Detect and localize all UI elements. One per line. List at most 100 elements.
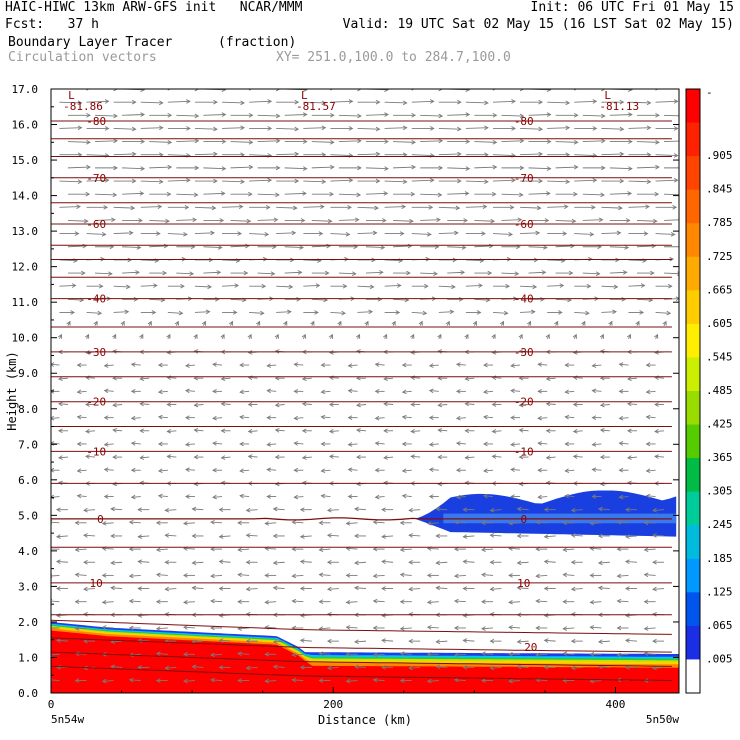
vector-arrow [426, 651, 439, 657]
cross-section-label: XY= 251.0,100.0 to 284.7,100.0 [276, 50, 511, 65]
vector-arrow [218, 507, 231, 512]
vector-arrow [401, 441, 412, 447]
vector-arrow [166, 402, 177, 407]
vector-arrow [589, 651, 602, 657]
vector-arrow [120, 320, 125, 326]
vector-arrow [437, 402, 448, 408]
vector-arrow [570, 611, 583, 617]
vector-arrow [627, 480, 637, 486]
vector-arrow [510, 494, 521, 499]
vector-arrow [354, 585, 367, 591]
vector-arrow [167, 205, 190, 210]
vector-arrow [59, 179, 83, 185]
vector-arrow [411, 99, 435, 104]
vector-arrow [462, 507, 475, 512]
vector-arrow [264, 678, 277, 684]
y-tick-label: 17.0 [12, 83, 39, 96]
vector-arrow [164, 586, 177, 592]
x-axis-label: Distance (km) [318, 713, 412, 727]
vector-arrow [582, 89, 606, 92]
vector-arrow [625, 507, 637, 512]
contour-label: 10 [517, 577, 530, 590]
vector-arrow [601, 205, 623, 211]
vector-arrow [293, 467, 304, 473]
vector-arrow [326, 586, 339, 592]
vector-arrow [543, 534, 556, 539]
vector-arrow [338, 217, 360, 223]
vector-arrow [381, 534, 394, 539]
vector-arrow [257, 113, 281, 119]
vector-arrow [245, 507, 258, 513]
colorbar-label: .305 [706, 485, 733, 498]
vector-arrow [489, 638, 502, 644]
vector-arrow [57, 376, 68, 382]
vector-arrow [393, 112, 417, 118]
vector-arrow [139, 333, 144, 339]
vector-arrow [247, 350, 258, 355]
vector-arrow [247, 333, 252, 339]
contour-label: 20 [524, 641, 537, 654]
vector-arrow [194, 284, 212, 290]
vector-arrow [664, 193, 679, 196]
vector-arrow [257, 217, 279, 223]
vector-arrow [183, 521, 195, 526]
vector-arrow [318, 520, 331, 526]
vector-arrow [113, 284, 131, 290]
vector-arrow [411, 283, 429, 289]
vector-arrow [591, 442, 602, 447]
vector-arrow [113, 178, 137, 184]
vector-arrow [137, 507, 150, 512]
colorbar-label: .005 [706, 652, 733, 665]
vector-arrow [55, 534, 68, 539]
vector-arrow [157, 441, 168, 447]
vector-arrow [193, 402, 204, 408]
vector-arrow [174, 320, 179, 326]
vector-arrow [447, 89, 471, 92]
vector-arrow [95, 217, 116, 223]
vector-arrow [128, 598, 141, 604]
vector-arrow [489, 507, 502, 513]
vector-arrow [636, 218, 658, 224]
vector-arrow [636, 89, 659, 91]
colorbar-label: .665 [706, 283, 733, 296]
vector-arrow [237, 651, 250, 657]
colorbar-label: .605 [706, 317, 733, 330]
vector-arrow [318, 547, 331, 552]
vector-arrow [103, 467, 114, 473]
vector-arrow [601, 178, 625, 184]
vector-arrow [401, 362, 412, 368]
vector-arrow [193, 427, 204, 433]
vector-arrow [491, 454, 502, 459]
vector-arrow [347, 467, 358, 473]
vector-arrow [86, 283, 104, 289]
vector-arrow [113, 230, 134, 236]
vector-arrow [570, 507, 583, 513]
vector-arrow [664, 167, 679, 169]
vector-arrow [645, 468, 656, 474]
vector-arrow [85, 428, 96, 434]
contour-label: -10 [86, 445, 106, 458]
vector-arrow [220, 480, 231, 486]
vector-arrow [137, 559, 150, 564]
y-tick-label: 7.0 [18, 438, 38, 451]
vector-arrow [516, 506, 529, 512]
vector-arrow [130, 389, 141, 394]
vector-arrow [51, 677, 60, 683]
vector-arrow [582, 192, 605, 198]
vector-arrow [83, 586, 96, 592]
vector-arrow [374, 467, 385, 473]
vector-arrow [643, 599, 656, 605]
vector-arrow [589, 625, 602, 630]
vector-arrow [51, 573, 60, 579]
vector-arrow [137, 638, 150, 643]
vector-arrow [616, 519, 629, 525]
minimum-value: -81.13 [599, 100, 639, 113]
vector-arrow [357, 309, 374, 315]
vector-arrow [545, 333, 550, 339]
vector-arrow [122, 166, 146, 171]
vector-arrow [652, 586, 665, 592]
vector-arrow [438, 178, 462, 184]
colorbar-swatch [686, 122, 700, 157]
vector-arrow [203, 89, 227, 92]
vector-arrow [122, 218, 143, 223]
